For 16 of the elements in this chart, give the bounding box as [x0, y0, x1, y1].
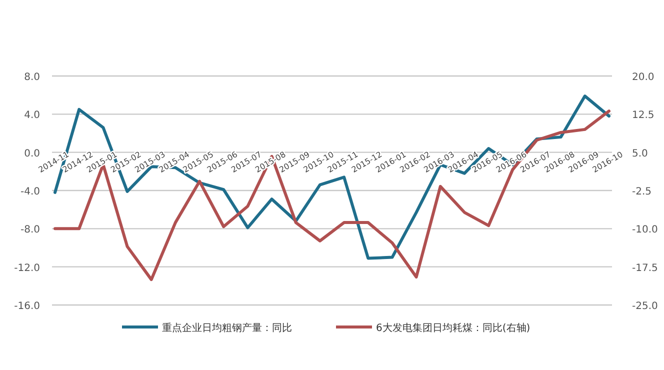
y-tick-label: -12.0 — [14, 262, 40, 274]
y2-tick-label: 5.0 — [632, 148, 648, 160]
legend-label: 重点企业日均粗钢产量：同比 — [162, 322, 292, 334]
y-tick-label: 0.0 — [24, 148, 40, 160]
y2-tick-label: -2.5 — [632, 186, 652, 198]
y-tick-label: -4.0 — [20, 186, 40, 198]
y-tick-label: 4.0 — [24, 110, 40, 122]
y-tick-label: 8.0 — [24, 72, 40, 83]
y2-tick-label: -17.5 — [632, 262, 658, 274]
y2-tick-label: -25.0 — [632, 301, 658, 312]
y2-tick-label: 20.0 — [632, 72, 654, 83]
y-tick-label: -8.0 — [20, 224, 40, 236]
y2-tick-label: 12.5 — [632, 110, 654, 122]
legend-label: 6大发电集团日均耗煤：同比(右轴) — [376, 322, 530, 334]
y2-tick-label: -10.0 — [632, 224, 658, 236]
y-tick-label: -16.0 — [14, 301, 40, 312]
